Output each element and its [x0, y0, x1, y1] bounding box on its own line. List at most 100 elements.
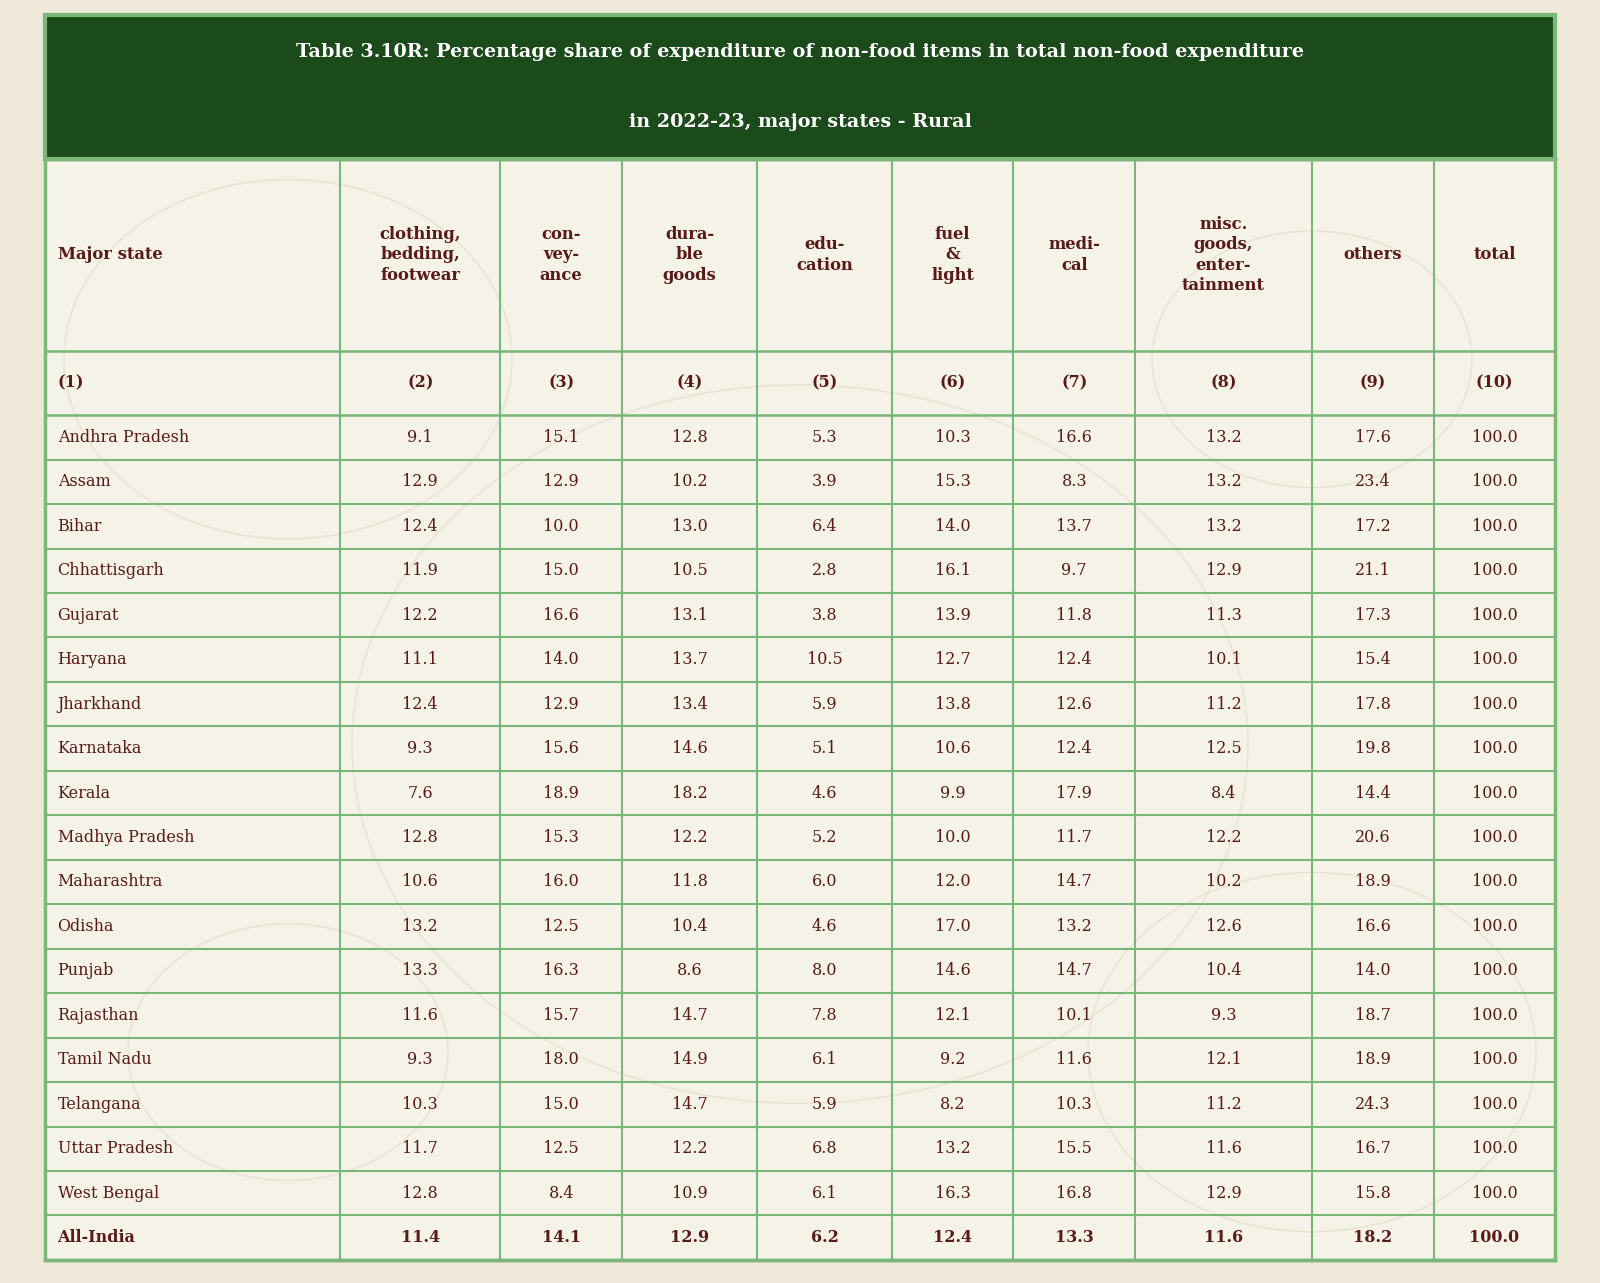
Text: 4.6: 4.6 [811, 917, 837, 935]
Text: 14.7: 14.7 [1056, 962, 1093, 979]
Text: 16.7: 16.7 [1355, 1141, 1390, 1157]
Text: 13.2: 13.2 [1206, 429, 1242, 446]
Text: Bihar: Bihar [58, 518, 102, 535]
Text: 11.8: 11.8 [1056, 607, 1093, 624]
Text: clothing,
bedding,
footwear: clothing, bedding, footwear [379, 226, 461, 284]
Text: 18.0: 18.0 [544, 1051, 579, 1069]
Text: 10.2: 10.2 [672, 473, 707, 490]
Text: 12.0: 12.0 [934, 874, 971, 890]
Text: 14.7: 14.7 [1056, 874, 1093, 890]
Text: in 2022-23, major states - Rural: in 2022-23, major states - Rural [629, 113, 971, 131]
Text: 10.4: 10.4 [672, 917, 707, 935]
Text: 16.6: 16.6 [544, 607, 579, 624]
Text: All-India: All-India [58, 1229, 136, 1246]
Text: Rajasthan: Rajasthan [58, 1007, 139, 1024]
Text: 13.2: 13.2 [1206, 473, 1242, 490]
Text: (1): (1) [58, 375, 83, 391]
Text: 10.1: 10.1 [1206, 652, 1242, 668]
Text: 100.0: 100.0 [1472, 562, 1517, 579]
Text: (3): (3) [549, 375, 574, 391]
Text: 16.6: 16.6 [1355, 917, 1390, 935]
Text: 15.6: 15.6 [544, 740, 579, 757]
Text: 12.2: 12.2 [403, 607, 438, 624]
Text: Assam: Assam [58, 473, 110, 490]
Text: 12.1: 12.1 [934, 1007, 971, 1024]
Text: 9.9: 9.9 [939, 785, 965, 802]
Text: 13.4: 13.4 [672, 695, 707, 712]
Text: 16.0: 16.0 [544, 874, 579, 890]
Text: 13.7: 13.7 [672, 652, 707, 668]
Text: 13.9: 13.9 [934, 607, 971, 624]
Text: 11.1: 11.1 [402, 652, 438, 668]
Text: 11.8: 11.8 [672, 874, 707, 890]
Text: 2.8: 2.8 [811, 562, 837, 579]
Text: Odisha: Odisha [58, 917, 114, 935]
Text: Major state: Major state [58, 246, 162, 263]
Text: 12.5: 12.5 [544, 917, 579, 935]
Text: 15.7: 15.7 [544, 1007, 579, 1024]
Text: 13.2: 13.2 [934, 1141, 971, 1157]
Text: 11.7: 11.7 [1056, 829, 1093, 845]
Text: 5.9: 5.9 [811, 1096, 837, 1112]
Text: 13.7: 13.7 [1056, 518, 1093, 535]
Text: Andhra Pradesh: Andhra Pradesh [58, 429, 189, 446]
Text: (2): (2) [406, 375, 434, 391]
Text: 4.6: 4.6 [811, 785, 837, 802]
Text: 17.9: 17.9 [1056, 785, 1093, 802]
Text: 17.0: 17.0 [934, 917, 971, 935]
Text: 15.0: 15.0 [544, 562, 579, 579]
Text: 12.4: 12.4 [403, 518, 438, 535]
Text: 18.2: 18.2 [672, 785, 707, 802]
Text: 14.6: 14.6 [934, 962, 971, 979]
Text: 11.6: 11.6 [402, 1007, 438, 1024]
Text: 18.7: 18.7 [1355, 1007, 1390, 1024]
Text: 100.0: 100.0 [1472, 962, 1517, 979]
Text: 6.8: 6.8 [811, 1141, 837, 1157]
Text: 5.2: 5.2 [811, 829, 837, 845]
Text: 9.3: 9.3 [408, 740, 434, 757]
Text: 10.3: 10.3 [1056, 1096, 1093, 1112]
Text: Uttar Pradesh: Uttar Pradesh [58, 1141, 173, 1157]
Text: 9.2: 9.2 [939, 1051, 965, 1069]
Text: Kerala: Kerala [58, 785, 110, 802]
Text: West Bengal: West Bengal [58, 1184, 158, 1202]
Text: total: total [1474, 246, 1515, 263]
Text: 14.9: 14.9 [672, 1051, 707, 1069]
Text: (9): (9) [1360, 375, 1386, 391]
Text: 14.0: 14.0 [544, 652, 579, 668]
Text: 100.0: 100.0 [1472, 1096, 1517, 1112]
Text: 8.6: 8.6 [677, 962, 702, 979]
Text: 16.8: 16.8 [1056, 1184, 1093, 1202]
Text: (7): (7) [1061, 375, 1088, 391]
Text: 8.2: 8.2 [939, 1096, 965, 1112]
Text: 6.1: 6.1 [811, 1051, 837, 1069]
Text: 100.0: 100.0 [1472, 473, 1517, 490]
Text: 5.3: 5.3 [811, 429, 837, 446]
Text: 100.0: 100.0 [1472, 740, 1517, 757]
Text: (10): (10) [1475, 375, 1514, 391]
Text: Tamil Nadu: Tamil Nadu [58, 1051, 152, 1069]
Bar [45, 159, 1555, 1260]
Text: 12.9: 12.9 [544, 695, 579, 712]
Text: others: others [1344, 246, 1402, 263]
Text: 7.8: 7.8 [811, 1007, 837, 1024]
Text: 100.0: 100.0 [1472, 607, 1517, 624]
Text: (5): (5) [811, 375, 837, 391]
Text: 3.8: 3.8 [811, 607, 837, 624]
Text: 10.9: 10.9 [672, 1184, 707, 1202]
Text: 17.6: 17.6 [1355, 429, 1390, 446]
Text: 23.4: 23.4 [1355, 473, 1390, 490]
Text: 5.9: 5.9 [811, 695, 837, 712]
Text: Karnataka: Karnataka [58, 740, 142, 757]
Text: 10.0: 10.0 [544, 518, 579, 535]
Text: 10.4: 10.4 [1206, 962, 1242, 979]
Text: 12.6: 12.6 [1206, 917, 1242, 935]
Text: 10.0: 10.0 [934, 829, 971, 845]
Text: 19.8: 19.8 [1355, 740, 1390, 757]
Text: 12.9: 12.9 [1206, 1184, 1242, 1202]
Text: 12.7: 12.7 [934, 652, 971, 668]
Text: 18.9: 18.9 [1355, 1051, 1390, 1069]
Text: 24.3: 24.3 [1355, 1096, 1390, 1112]
Text: 100.0: 100.0 [1472, 1007, 1517, 1024]
Text: 9.3: 9.3 [1211, 1007, 1237, 1024]
